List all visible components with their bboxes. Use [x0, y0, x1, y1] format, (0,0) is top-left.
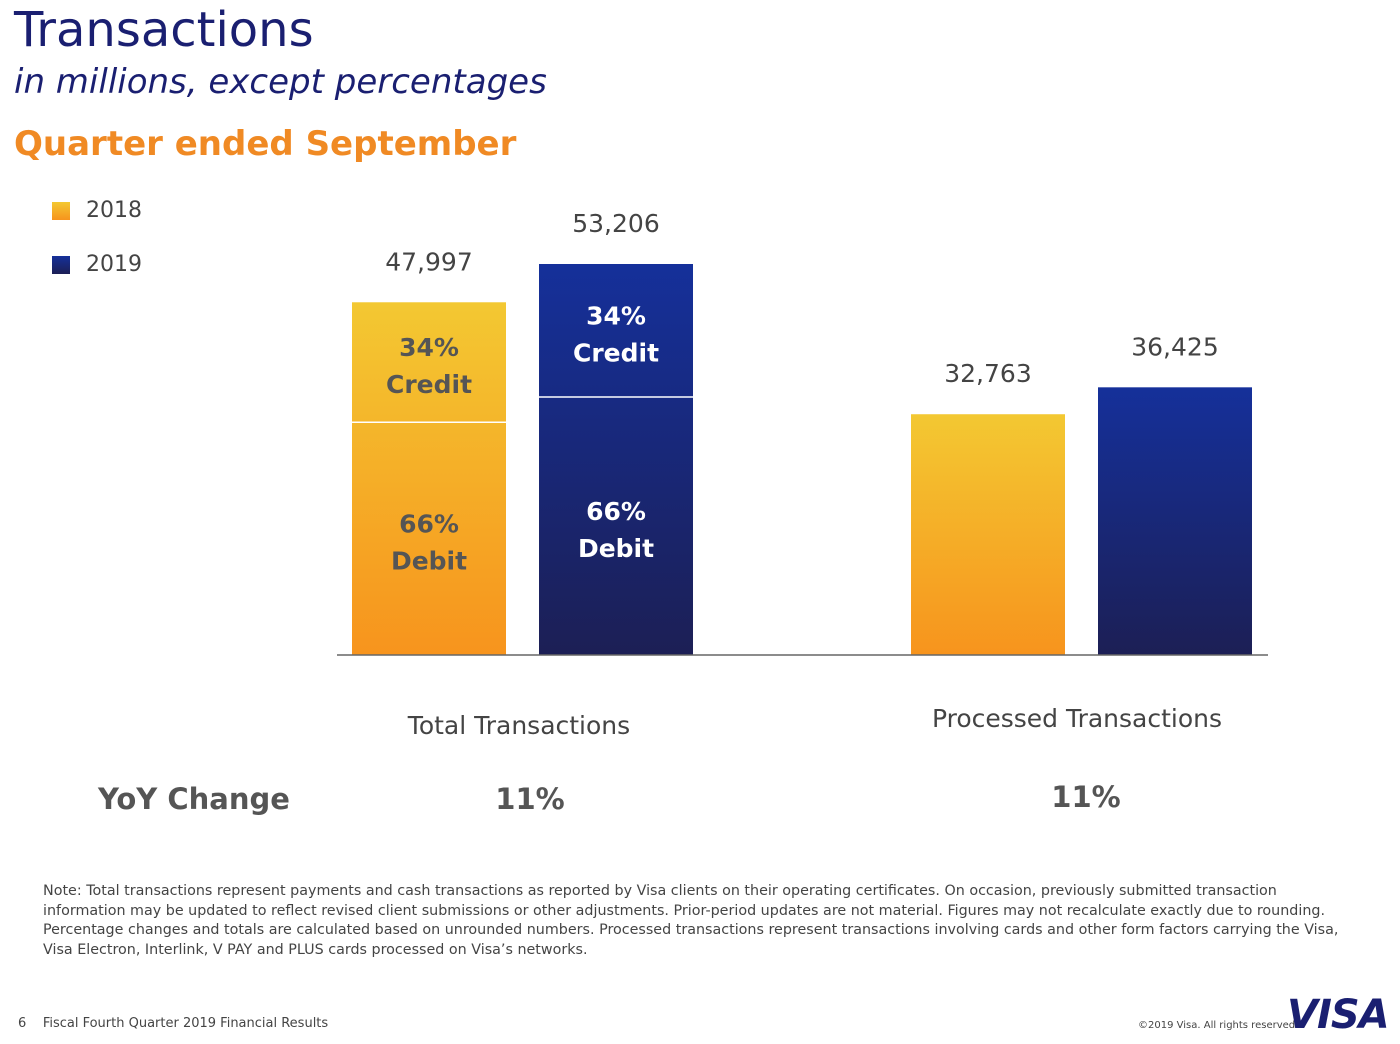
copyright: ©2019 Visa. All rights reserved.	[1138, 1020, 1299, 1031]
footnote: Note: Total transactions represent payme…	[43, 883, 1339, 958]
segment-name-debit-2018: Debit	[391, 547, 467, 576]
yoy-change-total: 11%	[495, 782, 565, 816]
legend-label-2019: 2019	[86, 252, 142, 277]
bar-2019-0	[539, 264, 693, 655]
segment-name-credit-2018: Credit	[386, 370, 472, 399]
legend-swatch-2018	[52, 201, 70, 220]
segment-pct-credit-2018: 34%	[399, 333, 459, 362]
visa-logo: VISA	[1287, 992, 1390, 1038]
category-label-processed: Processed Transactions	[932, 704, 1222, 733]
page-number: 6	[18, 1016, 27, 1031]
category-label-total: Total Transactions	[407, 711, 630, 740]
segment-name-credit-2019: Credit	[573, 338, 659, 367]
page-subtitle: in millions, except percentages	[14, 62, 547, 102]
report-name: Fiscal Fourth Quarter 2019 Financial Res…	[42, 1016, 329, 1031]
period-heading: Quarter ended September	[14, 124, 517, 164]
yoy-change-processed: 11%	[1051, 780, 1121, 814]
legend-item-2019: 2019	[52, 252, 142, 277]
legend-item-2018: 2018	[52, 198, 142, 223]
bar-2018-0	[352, 302, 506, 655]
segment-pct-debit-2018: 66%	[399, 510, 459, 539]
segment-name-debit-2019: Debit	[578, 534, 654, 563]
segment-pct-credit-2019: 34%	[586, 301, 646, 330]
segment-pct-debit-2019: 66%	[586, 497, 646, 526]
yoy-change-label: YoY Change	[98, 782, 290, 816]
page-title: Transactions	[14, 2, 314, 58]
value-label-2019-0: 53,206	[572, 209, 659, 238]
legend-swatch-2019	[52, 255, 70, 274]
legend-label-2018: 2018	[86, 198, 142, 223]
transactions-bar-chart: 47,997 34% Credit 66% Debit 53,206 34% Credit 66…	[337, 209, 1268, 740]
bar-2018-1	[911, 414, 1065, 655]
bar-2019-1	[1098, 387, 1252, 655]
value-label-2018-1: 32,763	[944, 359, 1031, 388]
footer-page-info: 6 Fiscal Fourth Quarter 2019 Financial R…	[18, 1016, 328, 1031]
value-label-2019-1: 36,425	[1131, 332, 1218, 361]
value-label-2018-0: 47,997	[385, 247, 472, 276]
